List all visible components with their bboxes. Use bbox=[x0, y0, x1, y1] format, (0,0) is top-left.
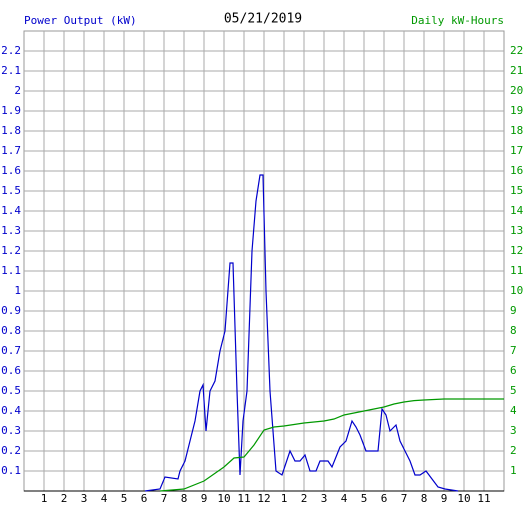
y2-tick-label: 21 bbox=[510, 64, 523, 77]
y-tick-label: 0.5 bbox=[1, 384, 21, 397]
x-tick-label: 8 bbox=[181, 492, 188, 505]
y-tick-label: 0.3 bbox=[1, 424, 21, 437]
y-tick-label: 0.4 bbox=[1, 404, 21, 417]
series-line bbox=[144, 174, 459, 492]
x-tick-label: 9 bbox=[201, 492, 208, 505]
y-tick-label: 0.2 bbox=[1, 444, 21, 457]
x-tick-label: 2 bbox=[301, 492, 308, 505]
y2-tick-label: 7 bbox=[510, 344, 517, 357]
x-tick-label: 4 bbox=[101, 492, 108, 505]
x-tick-label: 4 bbox=[341, 492, 348, 505]
y-tick-label: 0.8 bbox=[1, 324, 21, 337]
x-tick-label: 12 bbox=[257, 492, 270, 505]
y-tick-label: 1.4 bbox=[1, 204, 21, 217]
y2-tick-label: 14 bbox=[510, 204, 524, 217]
chart-title: 05/21/2019 bbox=[224, 12, 302, 27]
y2-tick-label: 6 bbox=[510, 364, 517, 377]
x-tick-label: 11 bbox=[237, 492, 250, 505]
y2-tick-label: 12 bbox=[510, 244, 523, 257]
y-tick-label: 1.3 bbox=[1, 224, 21, 237]
y-tick-label: 1.1 bbox=[1, 264, 21, 277]
x-tick-label: 3 bbox=[321, 492, 328, 505]
y2-tick-label: 22 bbox=[510, 44, 523, 57]
y2-tick-label: 20 bbox=[510, 84, 523, 97]
y2-tick-label: 2 bbox=[510, 444, 517, 457]
x-tick-label: 5 bbox=[121, 492, 128, 505]
x-tick-label: 6 bbox=[141, 492, 148, 505]
y-tick-label: 2 bbox=[14, 84, 21, 97]
x-tick-label: 11 bbox=[477, 492, 490, 505]
y-tick-label: 1 bbox=[14, 284, 21, 297]
x-tick-label: 7 bbox=[401, 492, 408, 505]
y2-axis-label: Daily kW-Hours bbox=[411, 14, 504, 27]
y2-tick-label: 19 bbox=[510, 104, 523, 117]
x-tick-label: 10 bbox=[457, 492, 470, 505]
y2-tick-label: 17 bbox=[510, 144, 523, 157]
x-tick-label: 6 bbox=[381, 492, 388, 505]
y2-tick-label: 4 bbox=[510, 404, 517, 417]
series-line bbox=[159, 398, 504, 492]
y2-tick-label: 3 bbox=[510, 424, 517, 437]
y2-tick-label: 1 bbox=[510, 464, 517, 477]
y-tick-label: 1.5 bbox=[1, 184, 21, 197]
y-tick-label: 0.1 bbox=[1, 464, 21, 477]
y-tick-label: 1.6 bbox=[1, 164, 21, 177]
y2-tick-label: 18 bbox=[510, 124, 523, 137]
x-tick-label: 2 bbox=[61, 492, 68, 505]
x-tick-label: 8 bbox=[421, 492, 428, 505]
y-axis-label: Power Output (kW) bbox=[24, 14, 137, 27]
x-tick-label: 5 bbox=[361, 492, 368, 505]
y2-tick-label: 9 bbox=[510, 304, 517, 317]
x-tick-label: 9 bbox=[441, 492, 448, 505]
y2-tick-label: 5 bbox=[510, 384, 517, 397]
y-tick-label: 1.9 bbox=[1, 104, 21, 117]
x-tick-label: 3 bbox=[81, 492, 88, 505]
y-tick-label: 0.6 bbox=[1, 364, 21, 377]
y2-tick-label: 11 bbox=[510, 264, 523, 277]
x-tick-label: 1 bbox=[281, 492, 288, 505]
y-tick-label: 2.1 bbox=[1, 64, 21, 77]
y-tick-label: 1.8 bbox=[1, 124, 21, 137]
y-tick-label: 1.2 bbox=[1, 244, 21, 257]
x-tick-label: 1 bbox=[41, 492, 48, 505]
y-tick-label: 2.2 bbox=[1, 44, 21, 57]
y-tick-label: 0.9 bbox=[1, 304, 21, 317]
y2-tick-label: 15 bbox=[510, 184, 523, 197]
y2-tick-label: 10 bbox=[510, 284, 523, 297]
y2-tick-label: 13 bbox=[510, 224, 523, 237]
y2-tick-label: 8 bbox=[510, 324, 517, 337]
y-tick-label: 0.7 bbox=[1, 344, 21, 357]
x-tick-label: 7 bbox=[161, 492, 168, 505]
y-tick-label: 1.7 bbox=[1, 144, 21, 157]
x-tick-label: 10 bbox=[217, 492, 230, 505]
y2-tick-label: 16 bbox=[510, 164, 523, 177]
